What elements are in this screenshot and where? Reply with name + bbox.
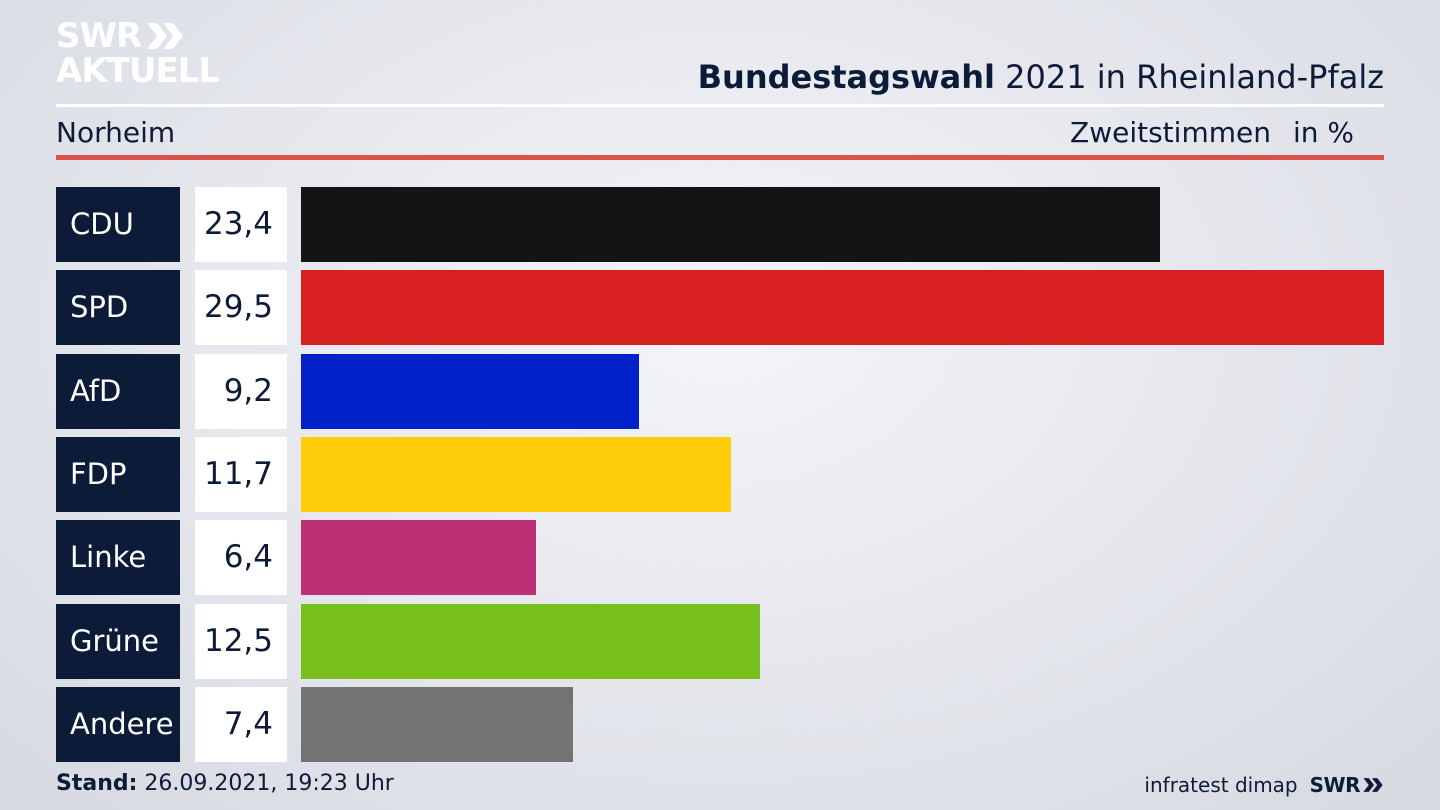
double-chevron-icon bbox=[1363, 778, 1383, 792]
party-label: CDU bbox=[56, 187, 180, 262]
measure-unit: Zweitstimmen in % bbox=[1070, 116, 1354, 149]
value-label: 29,5 bbox=[195, 270, 287, 345]
page-title: Bundestagswahl 2021 in Rheinland-Pfalz bbox=[698, 58, 1384, 96]
party-label: AfD bbox=[56, 354, 180, 429]
footer-swr-logo: SWR bbox=[1310, 773, 1384, 797]
bar-chart: CDU 23,4 SPD 29,5 AfD 9,2 FDP 11,7 Linke 6,4 Grüne… bbox=[56, 187, 1384, 763]
region-name: Norheim bbox=[56, 116, 176, 149]
bar bbox=[301, 437, 731, 512]
party-label: Grüne bbox=[56, 604, 180, 679]
bar bbox=[301, 187, 1160, 262]
value-label: 7,4 bbox=[195, 687, 287, 762]
stand-value: 26.09.2021, 19:23 Uhr bbox=[137, 771, 394, 796]
bar-row-afd: AfD 9,2 bbox=[56, 354, 1384, 429]
bar-row-linke: Linke 6,4 bbox=[56, 520, 1384, 595]
bar bbox=[301, 604, 760, 679]
source-label: infratest dimap bbox=[1144, 773, 1298, 797]
page-title-bold: Bundestagswahl bbox=[697, 58, 995, 96]
bar-row-fdp: FDP 11,7 bbox=[56, 437, 1384, 512]
logo-line2: AKTUELL bbox=[56, 51, 220, 91]
party-label: FDP bbox=[56, 437, 180, 512]
party-label: SPD bbox=[56, 270, 180, 345]
bar bbox=[301, 687, 573, 762]
bar bbox=[301, 270, 1384, 345]
accent-divider bbox=[56, 155, 1384, 160]
unit-label: in % bbox=[1292, 116, 1354, 149]
value-label: 11,7 bbox=[195, 437, 287, 512]
party-label: Andere bbox=[56, 687, 180, 762]
measure-label: Zweitstimmen bbox=[1070, 116, 1271, 149]
bar-row-cdu: CDU 23,4 bbox=[56, 187, 1384, 262]
double-chevron-icon bbox=[147, 23, 184, 49]
value-label: 9,2 bbox=[195, 354, 287, 429]
value-label: 12,5 bbox=[195, 604, 287, 679]
timestamp: Stand: 26.09.2021, 19:23 Uhr bbox=[56, 771, 394, 796]
bar-row-spd: SPD 29,5 bbox=[56, 270, 1384, 345]
page-title-rest: 2021 in Rheinland-Pfalz bbox=[995, 58, 1384, 96]
header-divider bbox=[56, 104, 1384, 107]
stand-label: Stand: bbox=[56, 771, 138, 796]
swr-aktuell-logo: SWR AKTUELL bbox=[56, 16, 220, 91]
bar-row-andere: Andere 7,4 bbox=[56, 687, 1384, 762]
footer-logo-text: SWR bbox=[1309, 773, 1361, 797]
bar-row-grüne: Grüne 12,5 bbox=[56, 604, 1384, 679]
bar bbox=[301, 520, 536, 595]
value-label: 23,4 bbox=[195, 187, 287, 262]
value-label: 6,4 bbox=[195, 520, 287, 595]
bar bbox=[301, 354, 639, 429]
footer-source: infratest dimap SWR bbox=[1144, 773, 1384, 797]
logo-line1: SWR bbox=[56, 16, 142, 56]
party-label: Linke bbox=[56, 520, 180, 595]
